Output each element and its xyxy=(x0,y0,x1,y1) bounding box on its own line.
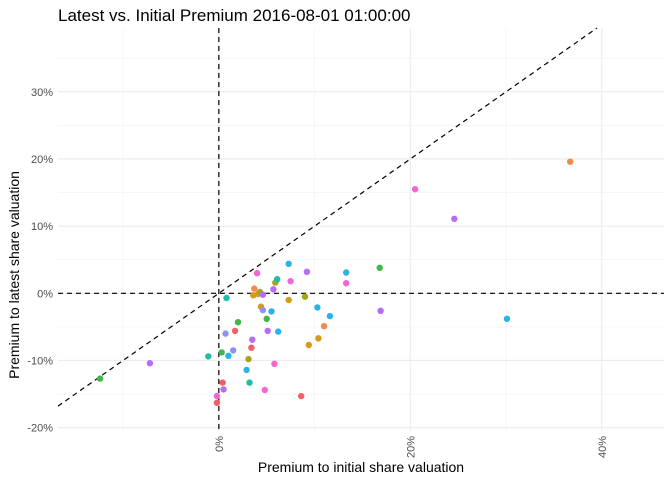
data-point xyxy=(249,336,256,343)
data-point xyxy=(298,392,305,400)
data-point xyxy=(326,312,334,320)
data-point xyxy=(315,335,322,342)
data-point xyxy=(253,270,261,277)
data-point xyxy=(268,308,275,315)
y-tick-label: -20% xyxy=(27,423,53,435)
data-point xyxy=(243,366,250,374)
data-point xyxy=(250,292,257,299)
data-point xyxy=(251,285,258,292)
data-point xyxy=(285,296,292,304)
data-point xyxy=(225,352,232,359)
data-point xyxy=(263,315,270,322)
data-point xyxy=(274,276,281,283)
data-point xyxy=(222,330,229,337)
x-axis-label: Premium to initial share valuation xyxy=(258,459,464,475)
x-tick-label: 40% xyxy=(597,436,609,458)
gridlines xyxy=(58,28,664,431)
data-point xyxy=(376,264,383,271)
data-point xyxy=(271,360,278,367)
data-point xyxy=(246,379,253,386)
identity-reference-line xyxy=(57,27,598,407)
data-point xyxy=(305,341,312,349)
data-point xyxy=(213,399,221,406)
y-tick-label: 20% xyxy=(31,154,53,166)
reference-lines xyxy=(57,27,664,431)
y-tick-label: 0% xyxy=(37,288,53,300)
data-point xyxy=(343,280,350,287)
data-point xyxy=(275,328,282,335)
data-point xyxy=(205,353,212,360)
data-point xyxy=(270,286,277,293)
x-axis-ticks: 0% 20% 40% xyxy=(214,436,609,458)
data-point xyxy=(411,186,419,193)
y-tick-label: 30% xyxy=(31,87,53,99)
data-point xyxy=(259,306,267,314)
x-tick-label: 0% xyxy=(214,436,226,452)
data-point xyxy=(264,327,271,335)
data-point xyxy=(567,158,574,165)
data-point xyxy=(303,268,311,275)
y-tick-label: -10% xyxy=(27,355,53,367)
data-point xyxy=(231,327,239,335)
data-points xyxy=(96,158,574,406)
data-point xyxy=(285,260,292,267)
data-point xyxy=(301,293,309,300)
data-point xyxy=(377,307,384,314)
data-point xyxy=(218,349,225,356)
data-point xyxy=(213,392,221,400)
data-point xyxy=(96,375,104,382)
data-point xyxy=(234,319,242,326)
y-axis-ticks: -20% -10% 0% 10% 20% 30% xyxy=(27,87,53,435)
data-point xyxy=(261,386,268,394)
data-point xyxy=(287,278,294,285)
data-point xyxy=(343,269,350,276)
data-point xyxy=(223,294,230,302)
chart-title: Latest vs. Initial Premium 2016-08-01 01… xyxy=(58,6,410,25)
data-point xyxy=(220,386,227,393)
data-point xyxy=(314,304,321,311)
data-point xyxy=(451,215,458,222)
y-tick-label: 10% xyxy=(31,221,53,233)
x-tick-label: 20% xyxy=(405,436,417,458)
data-point xyxy=(248,344,255,351)
data-point xyxy=(230,347,237,354)
y-axis-label: Premium to latest share valuation xyxy=(6,171,22,379)
data-point xyxy=(146,360,154,367)
data-point xyxy=(503,315,511,322)
data-point xyxy=(219,379,226,386)
data-point xyxy=(259,291,267,298)
data-point xyxy=(245,355,252,363)
data-point xyxy=(320,323,328,330)
